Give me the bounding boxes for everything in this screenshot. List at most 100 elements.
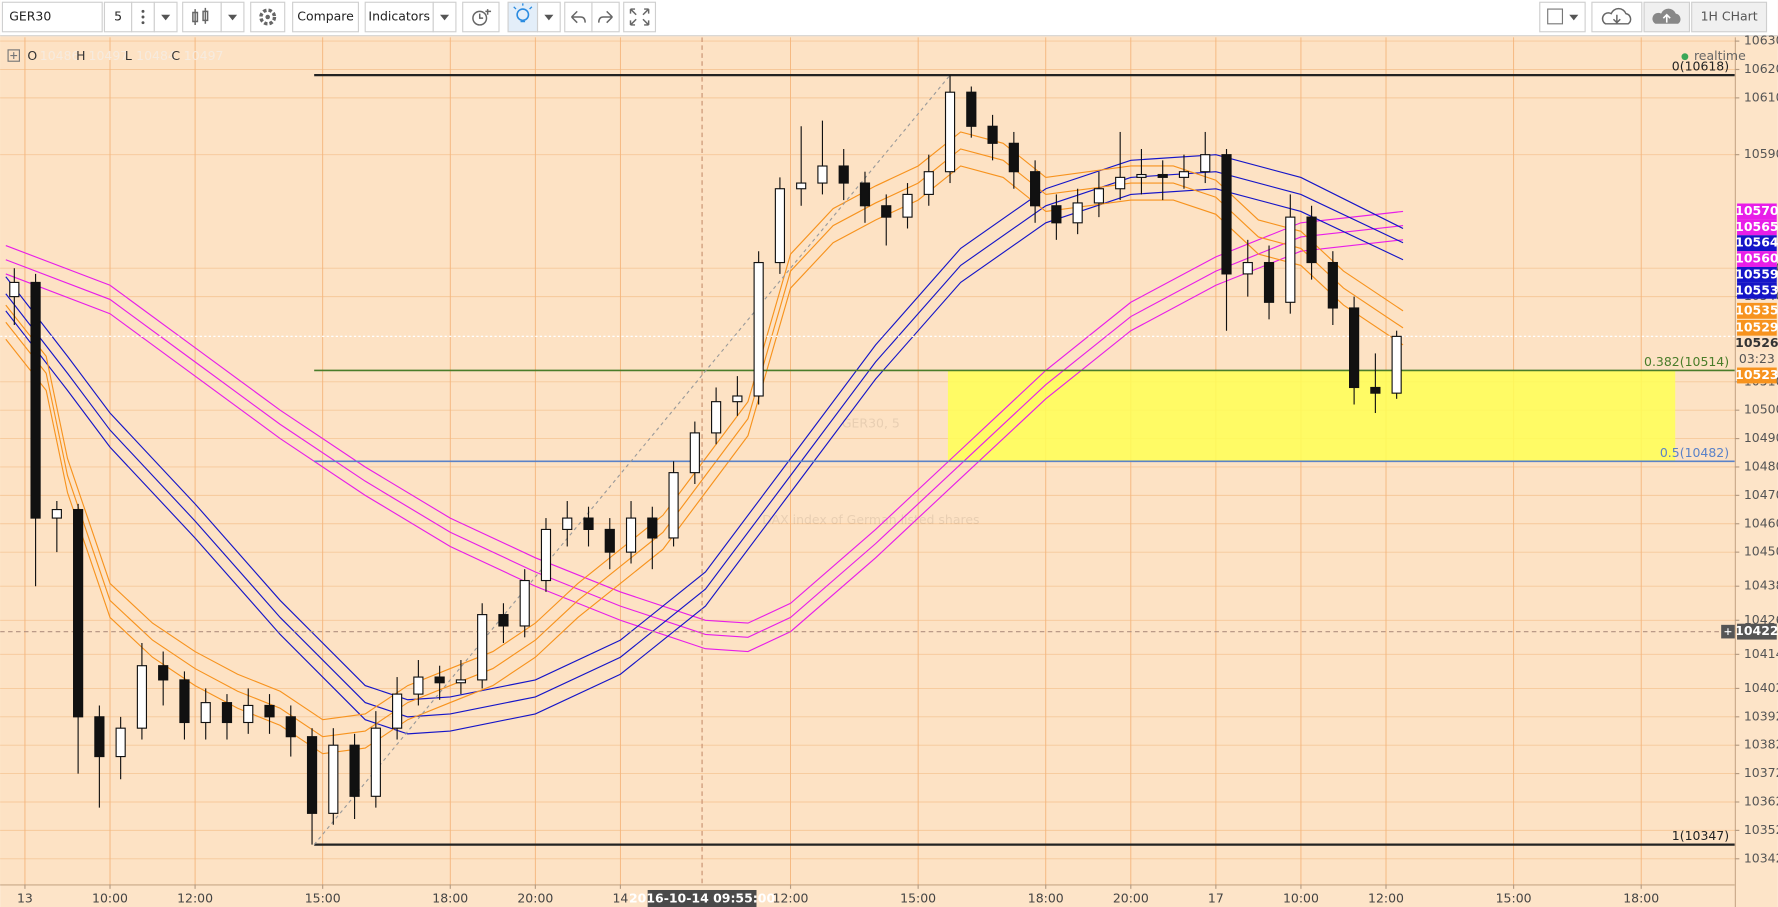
caret: [228, 14, 238, 21]
candle-body: [349, 744, 360, 797]
layout-menu[interactable]: [1539, 1, 1586, 33]
candle-body: [1327, 261, 1338, 309]
compare[interactable]: Compare: [292, 1, 359, 33]
candle-body: [519, 579, 530, 627]
candle-body: [1391, 335, 1402, 394]
realtime-label: realtime: [1694, 48, 1746, 63]
x-tick-label: 15:00: [900, 891, 936, 906]
candle-body: [1221, 154, 1232, 275]
moving-average-line: [5, 210, 1404, 624]
candle-body: [1115, 176, 1126, 190]
fullscreen[interactable]: [623, 1, 657, 33]
candle-body: [1136, 173, 1147, 178]
price-badge: [1737, 219, 1777, 236]
countdown: 03:23: [1739, 351, 1775, 366]
legend-label: H: [76, 48, 85, 63]
compare-button[interactable]: [292, 1, 359, 33]
cloud-save[interactable]: [1643, 1, 1690, 33]
plus-icon: [478, 9, 492, 19]
clock-icon: [472, 10, 488, 26]
candle-body: [1370, 386, 1381, 394]
settings[interactable]: [250, 1, 286, 33]
moving-average-line: [5, 239, 1404, 653]
candle-icon: [192, 7, 209, 25]
redo-icon: [598, 10, 613, 24]
fullscreen-button[interactable]: [623, 1, 657, 33]
candle-body: [94, 716, 105, 758]
indicators-button[interactable]: [364, 1, 434, 33]
candle-body: [158, 665, 169, 681]
candle-body: [115, 727, 126, 758]
legend-value: 10486: [40, 48, 80, 63]
gear-icon: [259, 8, 277, 26]
realtime-dot: [1681, 53, 1689, 61]
y-tick-label: 10402: [1744, 680, 1778, 695]
price-badge-label: 10565: [1735, 219, 1778, 234]
dot-icon: [141, 15, 145, 19]
price-badge-label: 10526: [1735, 335, 1778, 350]
alert-button[interactable]: [462, 1, 500, 33]
candle-body: [392, 693, 403, 729]
hints[interactable]: [507, 1, 561, 33]
interval-box[interactable]: 5: [103, 1, 133, 33]
moving-average-line: [5, 131, 1404, 721]
layout-name-button[interactable]: [1691, 1, 1768, 33]
undo-redo[interactable]: [564, 1, 620, 33]
candle-body: [987, 125, 998, 144]
price-badge: [1737, 319, 1777, 336]
candle-body: [1093, 188, 1105, 204]
symbol-box[interactable]: GER30: [1, 1, 103, 33]
dot-icon: [141, 9, 145, 13]
crosshair-time-badge: [647, 889, 757, 907]
candle-body: [179, 679, 190, 724]
y-tick-label: 10426: [1744, 612, 1778, 627]
x-tick-label: 20:00: [1113, 891, 1149, 906]
cloud-icon: [1601, 7, 1632, 25]
legend-label: O: [27, 48, 37, 63]
interval-menu[interactable]: [131, 1, 178, 33]
symbol-input[interactable]: [1, 1, 103, 33]
x-tick-label: 17: [1208, 891, 1224, 906]
plus-icon: [10, 52, 18, 59]
chart-layout[interactable]: 1H CHart: [1691, 1, 1768, 33]
chart-style[interactable]: [182, 1, 245, 33]
candle-body: [73, 508, 84, 718]
candle-body: [264, 704, 275, 718]
compare-label: Compare: [297, 9, 354, 24]
indicators[interactable]: Indicators: [364, 1, 457, 33]
hints-button[interactable]: [507, 1, 539, 33]
candle-body: [1072, 202, 1083, 224]
candle-body: [285, 716, 296, 738]
alert[interactable]: [462, 1, 500, 33]
candle-body: [370, 727, 381, 797]
chart-style-button[interactable]: [182, 1, 222, 33]
interval-button[interactable]: [103, 1, 133, 33]
cloud-load[interactable]: [1591, 1, 1643, 33]
candle-body: [689, 432, 700, 474]
bulb-rays: [513, 3, 533, 23]
fib-trend: [313, 74, 951, 845]
y-tick-label: 10480: [1744, 458, 1778, 473]
legend-label: C: [171, 48, 180, 63]
moving-average-line: [5, 165, 1404, 755]
candle-body: [413, 676, 424, 695]
indicators-label: Indicators: [368, 9, 430, 24]
candle-body: [881, 205, 892, 218]
undo-button[interactable]: [564, 1, 593, 33]
x-tick-label: 20:00: [517, 891, 553, 906]
interval: 5: [114, 9, 122, 24]
candle-body: [1242, 261, 1253, 275]
price-badge: [1737, 282, 1777, 299]
x-tick-label: 12:00: [177, 891, 213, 906]
legend-toggle[interactable]: [7, 49, 20, 62]
legend: O 10486 H 10497 L 10484 C 10497: [7, 48, 223, 63]
price-badge: [1737, 367, 1777, 384]
candle-body: [1051, 205, 1062, 224]
y-tick-label: 10372: [1744, 765, 1778, 780]
candle-body: [51, 508, 62, 519]
candle-body: [306, 736, 318, 814]
y-tick-label: 10470: [1744, 487, 1778, 502]
price-badge-label: 10560: [1735, 251, 1778, 266]
